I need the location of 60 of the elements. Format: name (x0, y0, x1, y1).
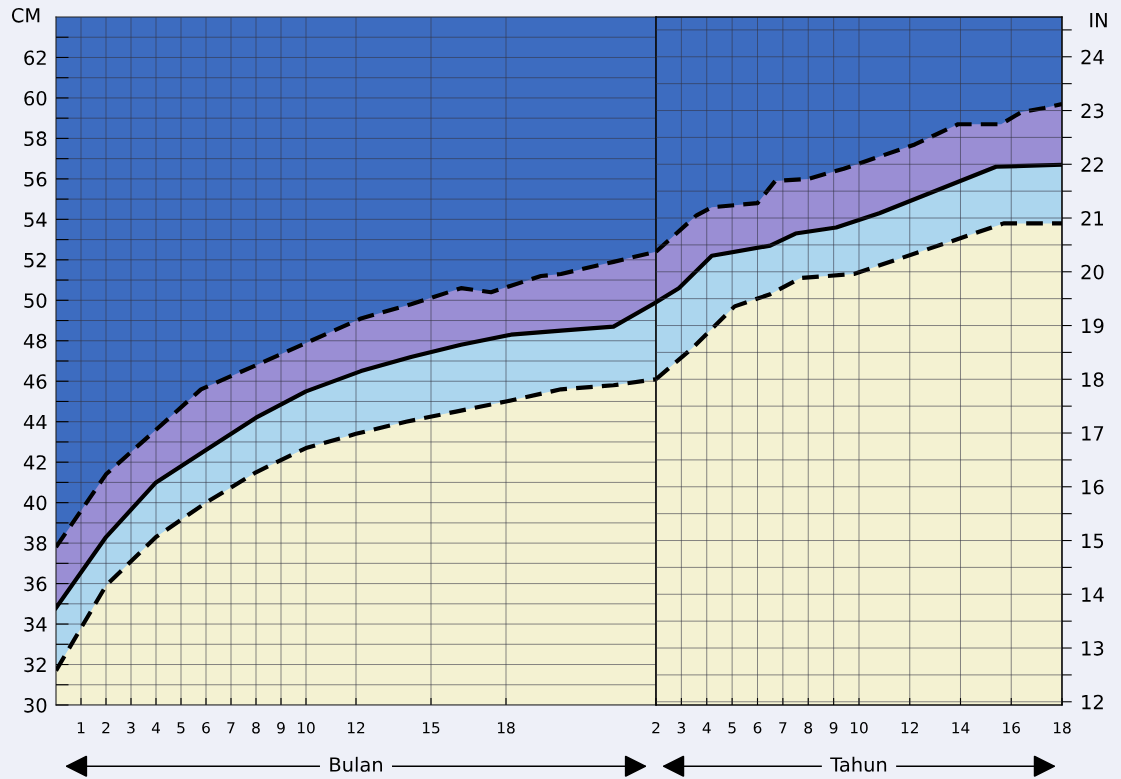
y-tick-label: 58 (24, 131, 47, 147)
y-tick-label: 36 (24, 576, 47, 592)
y-axis-title: CM (11, 7, 40, 23)
x-tick-label: 8 (804, 721, 813, 734)
x-tick-label: 4 (151, 722, 160, 734)
y2-tick-label: 16 (1082, 479, 1104, 495)
x-tick-label: 7 (227, 722, 235, 734)
x-tick-label: 6 (753, 721, 762, 734)
x-axis-title: Bulan (330, 756, 382, 772)
y-tick-label: 42 (23, 455, 46, 470)
x-tick-label: 5 (177, 722, 185, 734)
y2-tick-label: 18 (1082, 372, 1104, 387)
y-tick-label: 56 (24, 171, 47, 187)
x-tick-label: 8 (252, 721, 260, 734)
y2-tick-label: 23 (1081, 103, 1104, 119)
y-tick-label: 34 (24, 617, 47, 632)
y2-tick-label: 22 (1081, 157, 1103, 172)
x-tick-label: 12 (901, 721, 918, 734)
x-tick-label: 12 (347, 721, 365, 734)
y-tick-label: 38 (24, 536, 47, 551)
y2-tick-label: 14 (1082, 587, 1104, 602)
y2-tick-label: 17 (1082, 426, 1104, 441)
y2-tick-label: 20 (1081, 264, 1104, 280)
x-tick-label: 3 (127, 721, 135, 734)
y-tick-label: 62 (24, 50, 46, 66)
x-tick-label: 9 (277, 721, 285, 734)
x-tick-label: 5 (728, 722, 736, 734)
y2-tick-label: 19 (1082, 318, 1104, 334)
x-tick-label: 15 (422, 722, 440, 734)
y2-tick-label: 15 (1082, 533, 1104, 549)
x-tick-label: 16 (1003, 721, 1021, 734)
x-tick-label: 1 (77, 722, 85, 734)
y2-tick-label: 12 (1082, 694, 1103, 710)
x-tick-label: 10 (297, 721, 315, 734)
y-tick-label: 52 (24, 252, 46, 268)
y2-tick-label: 21 (1081, 210, 1103, 226)
y-tick-label: 48 (23, 333, 47, 349)
y2-tick-label: 13 (1082, 640, 1104, 656)
x-tick-label: 2 (652, 721, 660, 734)
x-tick-label: 4 (702, 722, 711, 734)
y-tick-label: 30 (24, 697, 47, 713)
y-tick-label: 60 (24, 90, 47, 106)
y-tick-label: 32 (24, 657, 46, 673)
y-tick-label: 44 (23, 414, 47, 430)
y-tick-label: 46 (23, 374, 47, 389)
y-tick-label: 54 (24, 212, 47, 228)
x-tick-label: 3 (677, 721, 686, 734)
x-tick-label: 10 (850, 721, 868, 734)
x-axis-title: Tahun (830, 756, 887, 772)
x-tick-label: 6 (202, 721, 210, 734)
x-tick-label: 18 (497, 721, 515, 734)
y-tick-label: 50 (24, 293, 47, 308)
x-tick-label: 7 (779, 722, 787, 734)
y2-axis-title: IN (1090, 13, 1107, 28)
x-tick-label: 2 (102, 721, 110, 734)
x-tick-label: 18 (1053, 721, 1071, 734)
y2-tick-label: 24 (1081, 49, 1104, 65)
x-tick-label: 9 (829, 721, 838, 734)
x-tick-label: 14 (952, 722, 970, 734)
y-tick-label: 40 (23, 495, 47, 511)
